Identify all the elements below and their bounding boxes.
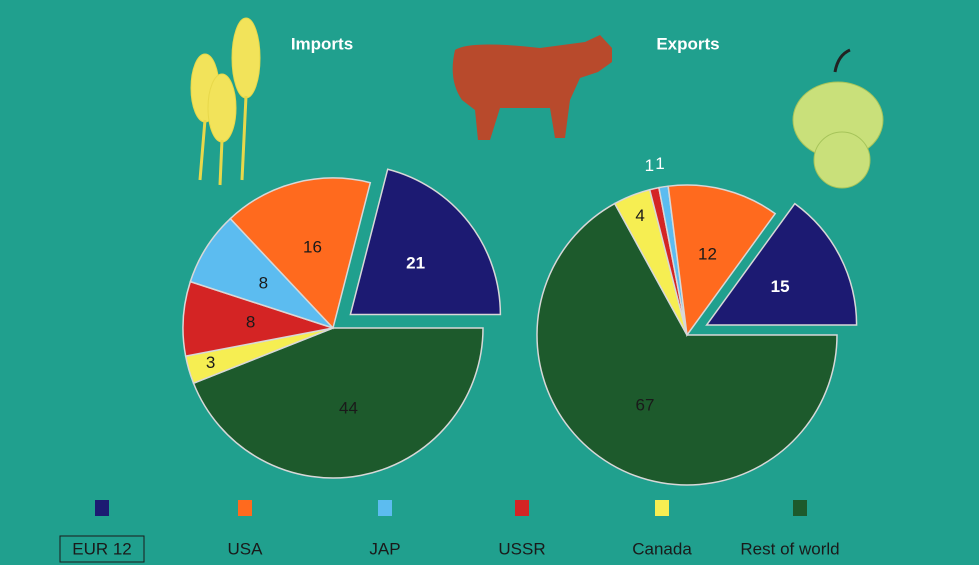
pie-slice — [536, 202, 838, 486]
data-label: 3 — [206, 353, 215, 372]
legend-label: Rest of world — [740, 539, 839, 558]
legend-swatch — [515, 500, 529, 516]
legend-label: USA — [228, 539, 264, 558]
data-label: 4 — [635, 206, 644, 225]
data-label: 8 — [259, 273, 268, 292]
legend-label: USSR — [498, 539, 545, 558]
pie-slice — [705, 202, 858, 326]
chart-title: Exports — [656, 34, 719, 53]
legend-box — [59, 535, 145, 563]
data-label: 21 — [406, 253, 425, 272]
legend-swatch — [238, 500, 252, 516]
legend-label: EUR 12 — [72, 539, 132, 558]
data-label: 1 — [645, 156, 654, 175]
data-label: 16 — [303, 238, 322, 257]
legend-swatch — [95, 500, 109, 516]
data-label: 8 — [246, 312, 255, 331]
grapes-icon — [792, 48, 884, 189]
legend-swatch — [793, 500, 807, 516]
wheat-icon — [190, 17, 261, 186]
legend-swatch — [655, 500, 669, 516]
legend-label: Canada — [632, 539, 692, 558]
data-label: 1 — [655, 154, 664, 173]
pie-slice — [229, 177, 372, 330]
pie-slice — [349, 168, 502, 316]
data-label: 15 — [771, 277, 790, 296]
pie-slice — [667, 184, 777, 337]
legend-swatch — [378, 500, 392, 516]
pie-slice — [192, 327, 484, 479]
cow-icon — [452, 35, 612, 140]
data-label: 12 — [698, 245, 717, 264]
data-label: 67 — [636, 395, 655, 414]
legend-label: JAP — [369, 539, 400, 558]
chart-title: Imports — [291, 34, 353, 53]
data-label: 44 — [339, 399, 358, 418]
